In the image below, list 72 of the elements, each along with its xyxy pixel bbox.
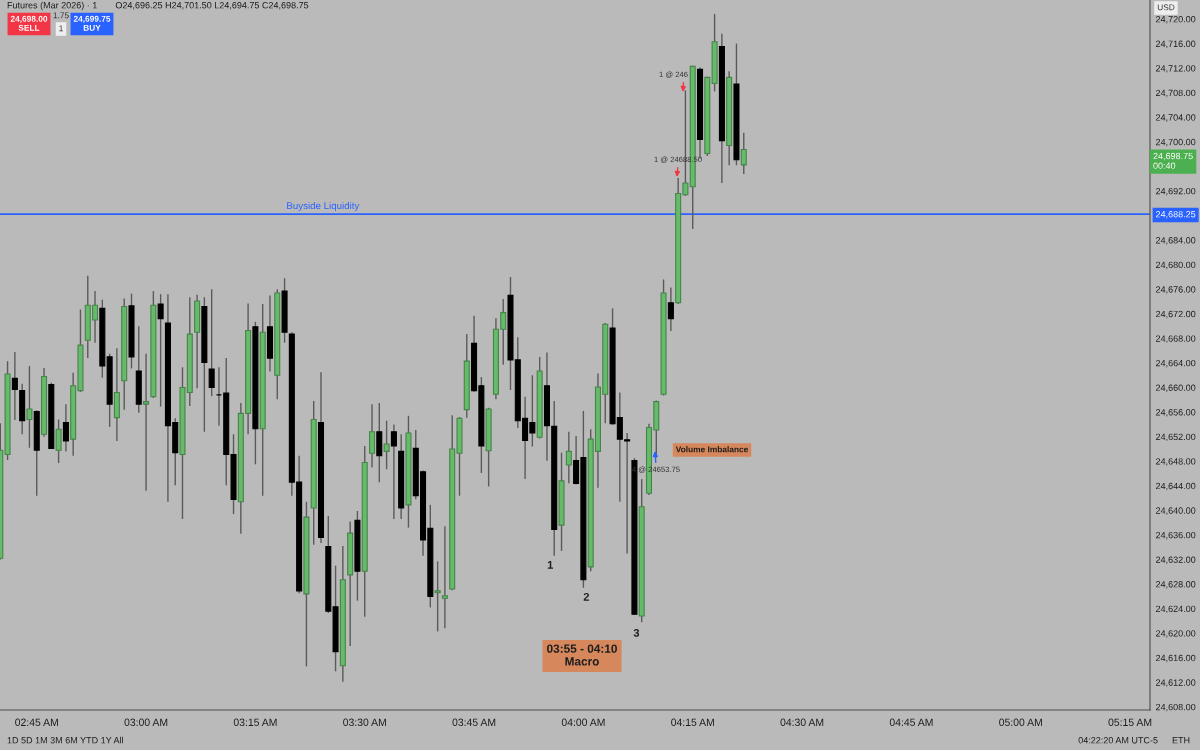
ref-line-label: Buyside Liquidity [287,201,360,212]
candlestick [55,418,62,464]
x-tick-label: 04:45 AM [889,718,933,726]
annotation: Volume Imbalance [675,446,748,453]
text: ETH [1172,737,1190,744]
candlestick [208,288,215,397]
x-tick-label: 05:00 AM [999,718,1042,726]
candlestick [369,403,376,469]
candlestick [667,286,674,332]
y-tick-label: 24,688.25 [1156,211,1196,219]
candlestick [441,525,448,630]
y-tick-label: 24,676.00 [1156,286,1196,294]
x-tick-label: 03:15 AM [233,718,277,726]
y-tick-label: 24,704.00 [1156,114,1196,122]
y-tick-label: 24,612.00 [1156,679,1196,687]
candlestick [11,351,18,421]
y-tick-label: 24,664.00 [1156,359,1196,368]
candlestick [62,403,69,453]
y-tick-label: 24,672.00 [1156,310,1196,319]
y-tick-label: 24,716.00 [1156,40,1196,49]
text: 04:22:20 AM UTC-5 [1078,737,1158,744]
text: USD [1157,4,1175,11]
y-tick-label: 24,708.00 [1156,89,1196,98]
candlestick [143,353,150,492]
chart-subtitle: O24,696.25 H24,701.50 L24,694.75 C24,698.75 [115,2,309,10]
annotation: 1 [547,561,554,569]
candlestick [383,420,390,470]
y-tick-label: 24,628.00 [1156,581,1196,589]
annotation: 1.75 [53,12,69,19]
candlestick [565,431,572,485]
y-tick-label: 24,636.00 [1156,531,1196,540]
x-tick-label: 03:45 AM [452,718,496,726]
candlestick [157,293,164,408]
y-tick-label: 24,712.00 [1156,65,1196,73]
y-tick-label: 24,692.00 [1156,187,1196,196]
y-tick-label: 24,624.00 [1156,605,1196,614]
y-tick-label: 24,660.00 [1156,384,1196,392]
y-tick-label: 24,620.00 [1156,630,1196,638]
candlestick [376,402,383,483]
candlestick [740,131,747,175]
y-tick-label: 24,668.00 [1156,335,1196,343]
y-tick-label: 24,640.00 [1156,507,1196,515]
x-tick-label: 03:00 AM [124,718,168,726]
x-tick-label: 04:30 AM [780,718,824,726]
y-tick-label: 24,700.00 [1156,138,1196,147]
y-tick-label: 24,656.00 [1156,409,1196,417]
candlestick [390,423,397,520]
text: 24,698.75 00:40 [1153,152,1193,169]
annotation: 2 [583,592,590,601]
x-tick-label: 03:30 AM [343,718,386,726]
y-tick-label: 24,644.00 [1156,482,1196,491]
annotation: 1 [59,25,63,32]
candlestick [26,365,33,449]
chart-title: Futures (Mar 2026) · 1 [7,1,97,11]
x-tick-label: 04:00 AM [561,718,605,726]
annotation: 24,698.00 SELL [10,15,48,31]
y-tick-label: 24,684.00 [1156,237,1196,245]
text: 1D 5D 1M 3M 6M YTD 1Y All [7,736,123,744]
candlestick [434,560,441,633]
x-tick-label: 02:45 AM [15,718,58,726]
y-tick-label: 24,648.00 [1156,458,1196,466]
y-tick-label: 24,616.00 [1156,654,1196,663]
annotation: 24,699.75 BUY [73,15,111,31]
y-tick-label: 24,608.00 [1156,703,1196,712]
y-tick-label: 24,720.00 [1156,16,1196,24]
y-tick-label: 24,680.00 [1156,261,1196,270]
y-tick-label: 24,652.00 [1156,433,1196,442]
annotation: 3 [633,628,640,637]
y-tick-label: 24,632.00 [1156,556,1196,564]
x-tick-label: 04:15 AM [671,718,714,726]
x-tick-label: 05:15 AM [1108,718,1152,726]
annotation: 03:55 - 04:10 Macro [547,644,617,666]
